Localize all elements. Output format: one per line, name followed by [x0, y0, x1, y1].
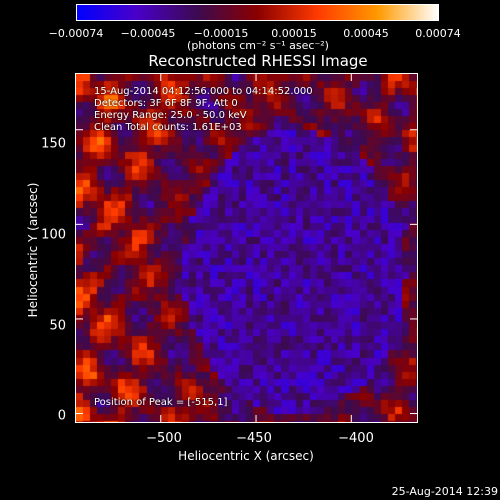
info-energy-range: Energy Range: 25.0 - 50.0 keV [94, 110, 247, 121]
colorbar-tick-label: −0.00074 [48, 27, 104, 40]
y-tick-label: 50 [49, 318, 66, 334]
y-tick-label: 0 [57, 408, 66, 424]
y-tick-label: 150 [41, 136, 66, 152]
info-clean-counts: Clean Total counts: 1.61E+03 [94, 122, 242, 133]
info-time-range: 15-Aug-2014 04:12:56.000 to 04:14:52.000 [94, 86, 313, 97]
x-tick-label: −400 [338, 431, 374, 446]
x-tick-label: −500 [146, 431, 182, 446]
y-tick-label: 100 [41, 227, 66, 243]
colorbar [76, 4, 439, 21]
y-axis-label: Heliocentric Y (arcsec) [26, 182, 40, 318]
colorbar-units: (photons cm⁻² s⁻¹ asec⁻²) [187, 39, 329, 52]
rhessi-heatmap [76, 74, 417, 422]
colorbar-tick-label: 0.00045 [343, 27, 389, 40]
x-axis-label: Heliocentric X (arcsec) [178, 449, 314, 463]
timestamp: 25-Aug-2014 12:39 [391, 485, 498, 498]
colorbar-tick-label: −0.00015 [193, 27, 249, 40]
x-tick-label: −450 [236, 431, 272, 446]
chart-title: Reconstructed RHESSI Image [148, 52, 368, 70]
info-peak-position: Position of Peak = [-515,1] [94, 397, 228, 408]
colorbar-tick-label: 0.00015 [271, 27, 317, 40]
colorbar-tick-label: 0.00074 [415, 27, 461, 40]
plot-frame [75, 73, 418, 423]
colorbar-tick-label: −0.00045 [120, 27, 176, 40]
info-detectors: Detectors: 3F 6F 8F 9F, Att 0 [94, 98, 238, 109]
